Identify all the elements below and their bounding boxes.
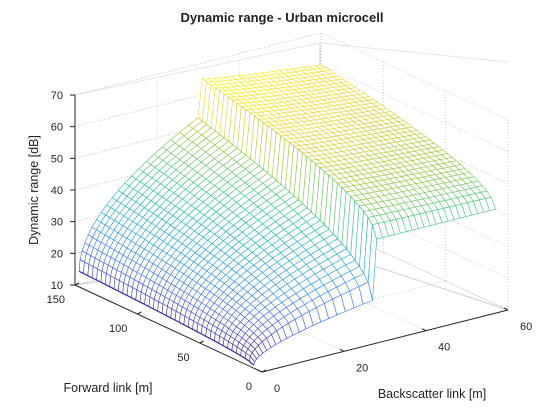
z-tick-0: 10 [51, 280, 63, 292]
z-tick-4: 50 [51, 153, 63, 165]
x-tick-1: 20 [356, 362, 368, 374]
gridline-z-wall-5 [74, 64, 509, 153]
surface-edge-left [78, 270, 255, 366]
tick-labels: 10 20 30 40 50 60 70 0 50 100 150 0 20 40 60 [47, 90, 533, 395]
gridline-x-floor-3 [320, 222, 509, 311]
y-tick-mark-3 [74, 282, 80, 286]
y-tick-3: 150 [47, 294, 65, 306]
x-tick-2: 40 [438, 342, 450, 354]
surface-mesh [78, 64, 496, 366]
z-tick-1: 20 [51, 248, 63, 260]
x-tick-mark-2 [421, 328, 427, 332]
z-tick-6: 70 [51, 90, 63, 102]
z-tick-2: 30 [51, 217, 63, 229]
x-tick-3: 60 [520, 321, 532, 333]
gridline-x-floor-2 [238, 243, 427, 332]
x-axis-label: Backscatter link [m] [378, 387, 486, 401]
y-axis-label: Forward link [m] [64, 381, 153, 395]
x-tick-mark-1 [339, 348, 345, 352]
top-back-left [74, 42, 321, 96]
z-axis-label: Dynamic range [dB] [27, 135, 41, 245]
gridline-z-wall-6 [74, 32, 509, 121]
z-tick-3: 40 [51, 185, 63, 197]
y-axis-line [74, 284, 263, 373]
y-tick-1: 50 [177, 352, 189, 364]
y-tick-mark-1 [199, 340, 204, 344]
y-tick-mark-2 [137, 311, 142, 315]
y-tick-mark-0 [261, 369, 267, 373]
gridline-x-floor-1 [156, 263, 345, 352]
y-tick-0: 0 [246, 381, 252, 393]
x-axis-line [261, 309, 509, 373]
x-tick-0: 0 [274, 383, 280, 395]
x-tick-mark-3 [503, 307, 509, 311]
y-tick-2: 100 [109, 323, 127, 335]
x-tick-mark-0 [257, 369, 263, 373]
chart-title: Dynamic range - Urban microcell [180, 10, 383, 25]
gridline-z-wall-4 [74, 95, 509, 184]
top-back-right [319, 42, 509, 63]
z-tick-5: 60 [51, 122, 63, 134]
